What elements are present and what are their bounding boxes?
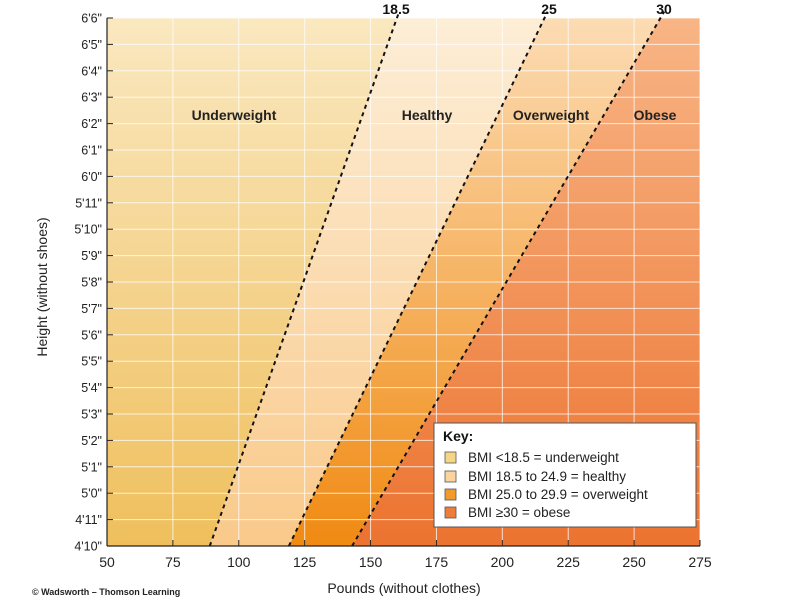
y-tick-label: 4'11" xyxy=(75,513,102,527)
y-tick-label: 6'0" xyxy=(81,170,102,184)
x-axis-title: Pounds (without clothes) xyxy=(327,580,480,596)
legend-title: Key: xyxy=(443,428,473,444)
legend-text-healthy: BMI 18.5 to 24.9 = healthy xyxy=(468,469,626,484)
y-tick-label: 5'4" xyxy=(81,381,102,395)
legend-box xyxy=(433,422,697,528)
boundary-label-18-5: 18.5 xyxy=(382,1,409,17)
y-tick-label: 6'4" xyxy=(81,64,102,78)
y-tick-label: 6'3" xyxy=(81,91,102,105)
x-tick-label: 200 xyxy=(491,554,515,570)
y-tick-label: 6'6" xyxy=(81,12,102,26)
legend-item: BMI <18.5 = underweight xyxy=(444,450,619,465)
boundary-line-bmi-30 xyxy=(351,11,666,547)
legend-item: BMI 25.0 to 29.9 = overweight xyxy=(444,487,648,502)
legend-swatch-underweight xyxy=(444,451,457,464)
boundary-line-bmi-25 xyxy=(287,11,549,547)
y-tick-label: 5'7" xyxy=(81,302,102,316)
legend-key: Key: BMI <18.5 = underweight BMI 18.5 to… xyxy=(433,422,697,528)
bmi-boundary-lines xyxy=(208,11,666,547)
region-label-overweight: Overweight xyxy=(513,107,590,123)
copyright-credit: © Wadsworth – Thomson Learning xyxy=(32,587,180,597)
y-tick-label: 6'2" xyxy=(81,117,102,131)
legend-text-obese: BMI ≥30 = obese xyxy=(468,505,570,520)
legend-swatch-healthy xyxy=(444,470,457,483)
x-tick-label: 175 xyxy=(425,554,449,570)
legend-item: BMI ≥30 = obese xyxy=(444,505,570,520)
y-tick-label: 5'0" xyxy=(81,487,102,501)
region-label-underweight: Underweight xyxy=(192,107,277,123)
x-tick-labels: 50 75 100 125 150 175 200 225 250 275 xyxy=(99,540,712,570)
x-tick-label: 125 xyxy=(293,554,317,570)
legend-text-overweight: BMI 25.0 to 29.9 = overweight xyxy=(468,487,648,502)
y-tick-label: 6'1" xyxy=(81,144,102,158)
y-tick-label: 5'9" xyxy=(81,249,102,263)
region-label-obese: Obese xyxy=(634,107,677,123)
y-tick-label: 5'3" xyxy=(81,408,102,422)
y-tick-label: 5'10" xyxy=(74,223,102,237)
y-tick-label: 4'10" xyxy=(74,540,102,554)
x-tick-label: 100 xyxy=(227,554,251,570)
y-tick-label: 5'1" xyxy=(81,460,102,474)
region-label-healthy: Healthy xyxy=(402,107,453,123)
boundary-label-25: 25 xyxy=(541,1,557,17)
legend-swatch-overweight xyxy=(444,488,457,501)
legend-item: BMI 18.5 to 24.9 = healthy xyxy=(444,469,626,484)
y-tick-label: 5'2" xyxy=(81,434,102,448)
x-tick-label: 225 xyxy=(557,554,581,570)
legend-text-underweight: BMI <18.5 = underweight xyxy=(468,450,619,465)
y-tick-label: 5'8" xyxy=(81,276,102,290)
y-tick-label: 5'11" xyxy=(75,196,102,210)
x-tick-label: 250 xyxy=(622,554,646,570)
boundary-label-30: 30 xyxy=(656,1,672,17)
x-tick-label: 50 xyxy=(99,554,115,570)
boundary-line-bmi-18-5 xyxy=(208,11,401,547)
y-tick-label: 5'6" xyxy=(81,328,102,342)
legend-swatch-obese xyxy=(444,506,457,519)
y-tick-labels: 4'10" 4'11" 5'0" 5'1" 5'2" 5'3" 5'4" 5'5" 5'6" 5'… xyxy=(74,12,113,554)
x-tick-label: 150 xyxy=(359,554,383,570)
x-tick-label: 75 xyxy=(165,554,181,570)
y-tick-label: 6'5" xyxy=(81,38,102,52)
y-axis-title: Height (without shoes) xyxy=(34,217,50,356)
x-tick-label: 275 xyxy=(688,554,712,570)
y-tick-label: 5'5" xyxy=(81,355,102,369)
